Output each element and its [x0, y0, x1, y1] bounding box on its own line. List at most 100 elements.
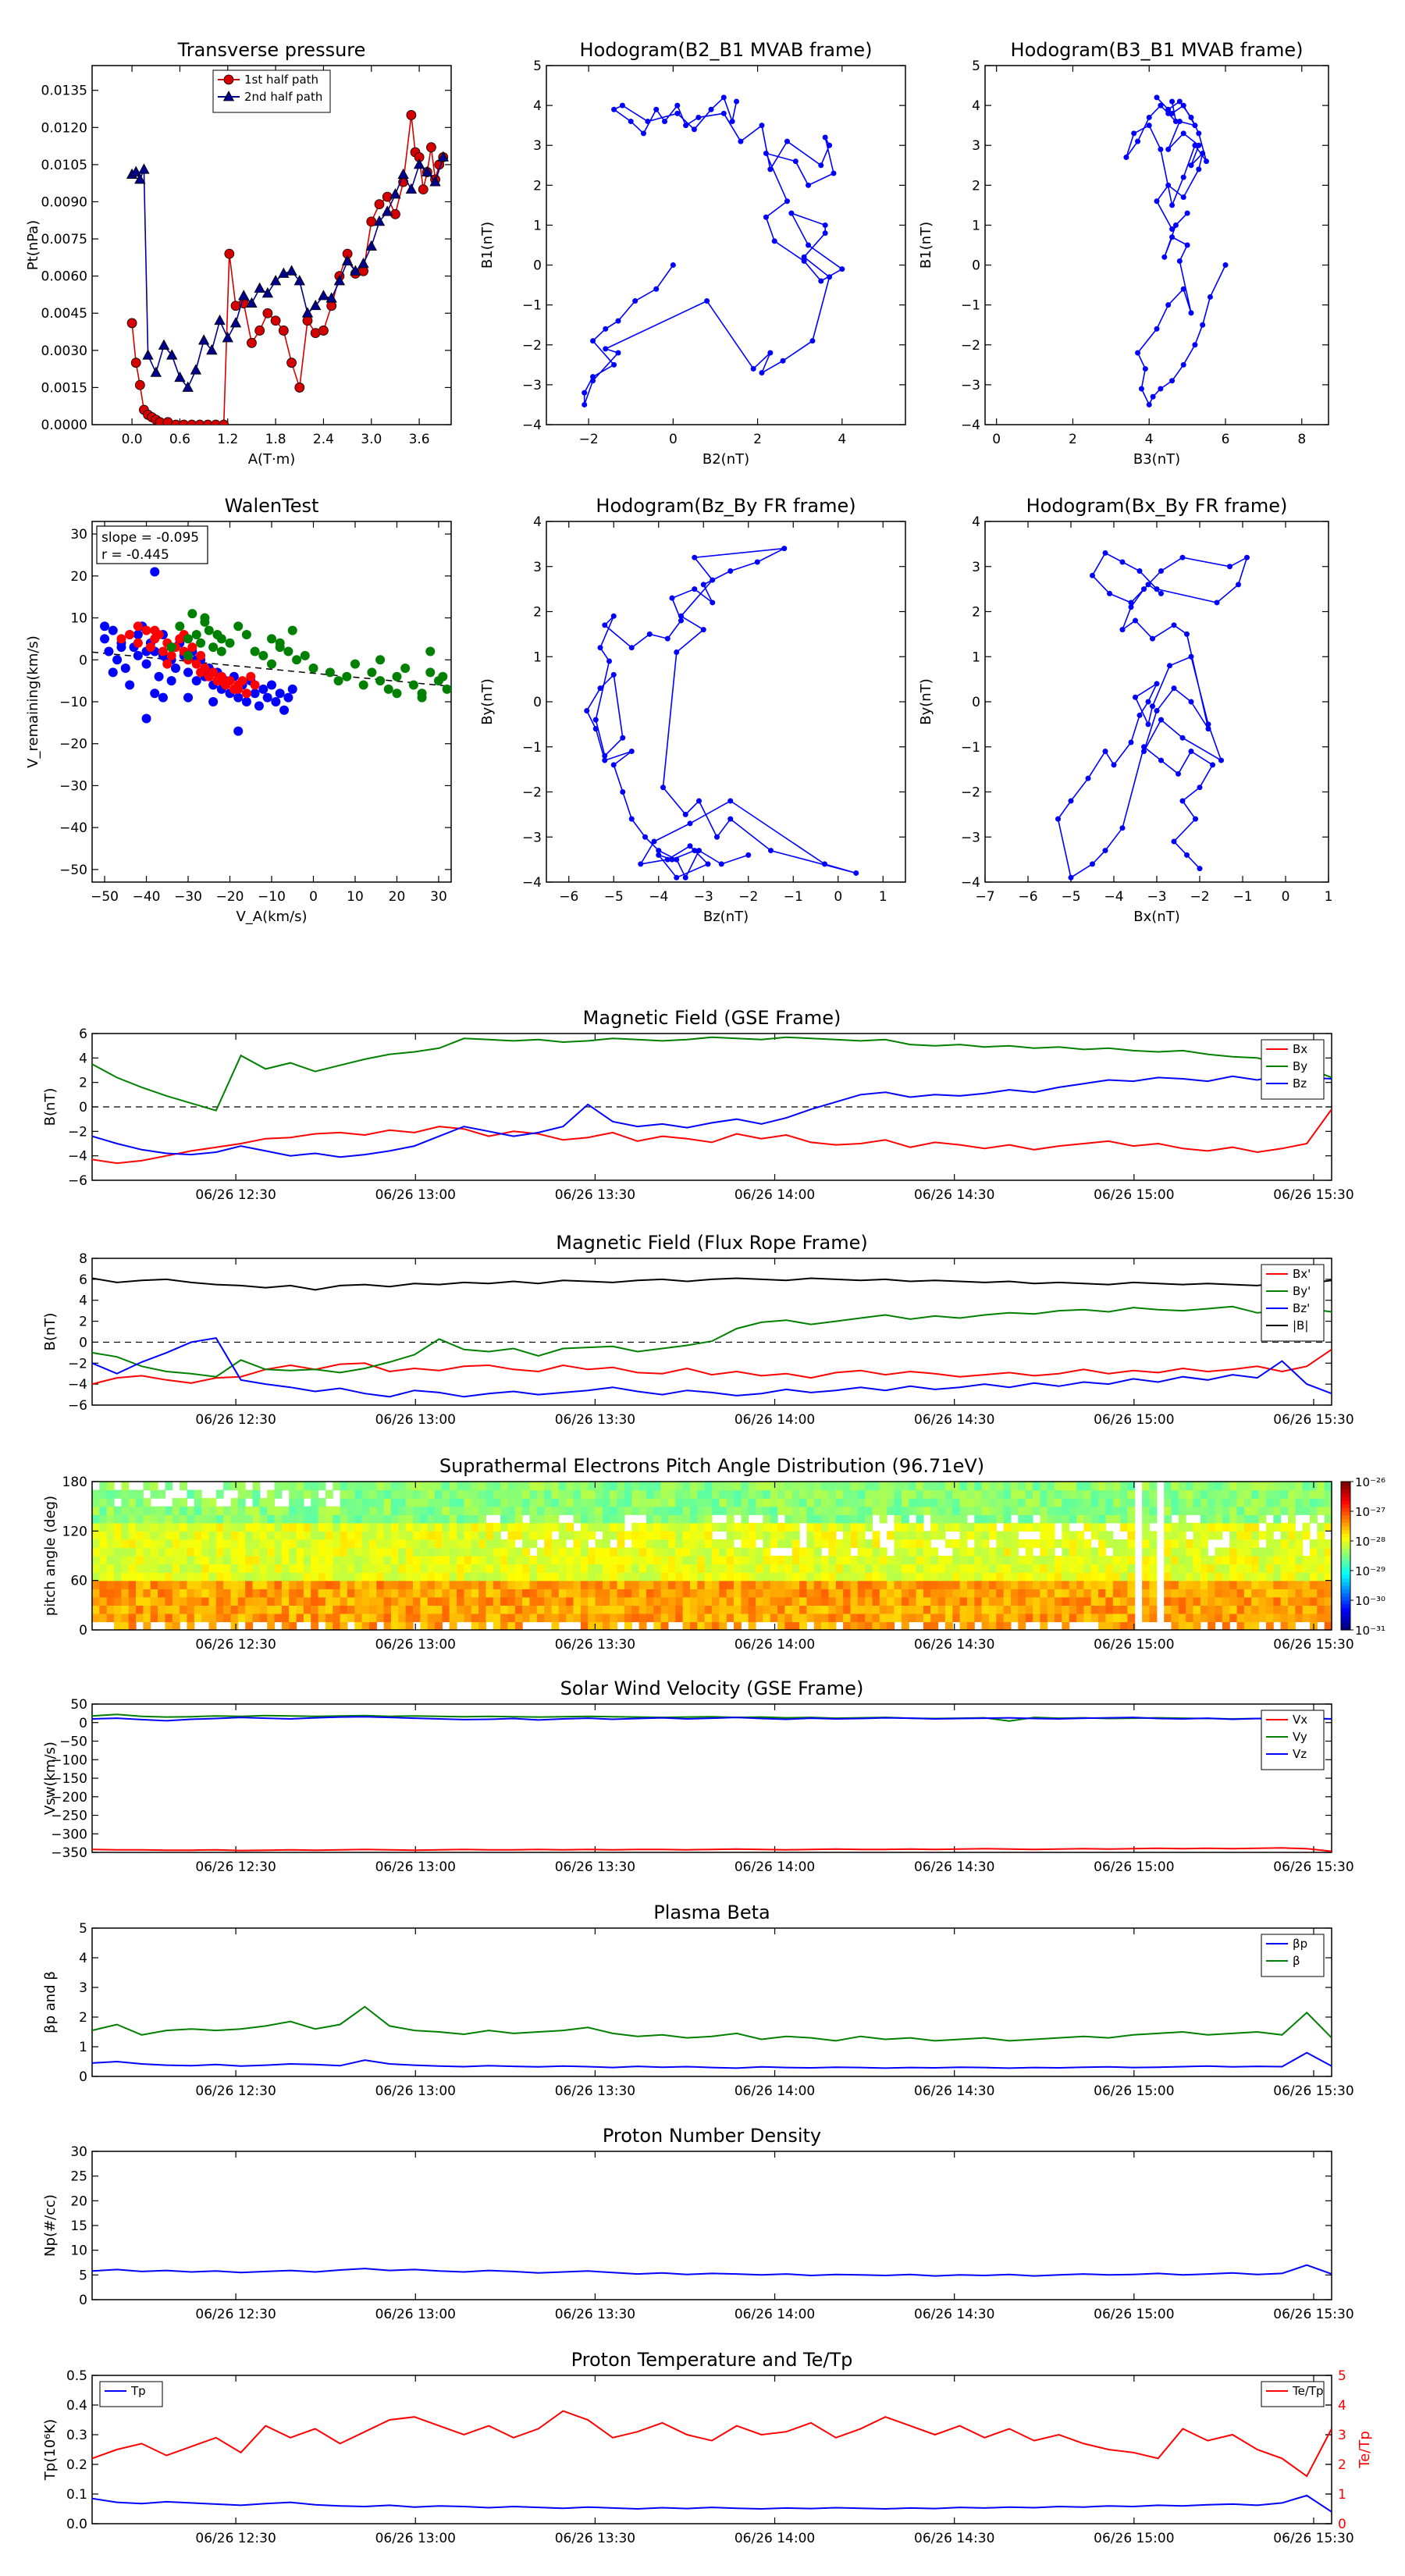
hodogram_b3_b1-series-0-point — [1196, 166, 1202, 173]
electron_pad-cell — [471, 1605, 479, 1614]
electron_pad-cell — [1273, 1539, 1282, 1549]
electron_pad-cell — [660, 1514, 669, 1524]
walen_test-series-1-point — [237, 676, 247, 686]
proton_density-panel: 06/26 12:30 06/26 13:00 06/26 13:30 06/26 1… — [42, 2125, 1354, 2322]
plasma_beta-series-1-line — [92, 2005, 1332, 2042]
electron_pad-cell — [114, 1489, 122, 1499]
electron_pad-cell — [252, 1531, 261, 1540]
electron_pad-cell — [1280, 1572, 1289, 1582]
electron_pad-cell — [514, 1564, 523, 1573]
walen_test-xtick-label: −20 — [216, 889, 244, 905]
electron_pad-cell — [631, 1572, 640, 1582]
hodogram_b3_b1-series-0-point — [1158, 386, 1164, 392]
electron_pad-cell — [1127, 1596, 1136, 1606]
electron_pad-cell — [617, 1613, 625, 1623]
electron_pad-cell — [1040, 1564, 1048, 1573]
electron_pad-cell — [99, 1564, 108, 1573]
electron_pad-cell — [1142, 1572, 1150, 1582]
electron_pad-cell — [136, 1531, 144, 1540]
electron_pad-cell — [1208, 1605, 1216, 1614]
hodogram_bx_by-title: Hodogram(Bx_By FR frame) — [1026, 495, 1288, 517]
electron_pad-cell — [281, 1539, 290, 1549]
electron_pad-cell — [1011, 1589, 1019, 1598]
electron_pad-cell — [194, 1572, 202, 1582]
electron_pad-cell — [1127, 1589, 1136, 1598]
electron_pad-cell — [959, 1498, 968, 1507]
hodogram_bz_by-series-0-point — [710, 577, 716, 583]
hodogram_bx_by-series-0-point — [1102, 550, 1108, 556]
electron_pad-cell — [1120, 1547, 1128, 1557]
electron_pad-cell — [1302, 1498, 1311, 1507]
hodogram_bx_by-series-0-point — [1102, 848, 1108, 854]
electron_pad-cell — [617, 1596, 625, 1606]
hodogram_bx_by-series-0-point — [1107, 590, 1112, 596]
electron_pad-cell — [799, 1547, 807, 1557]
electron_pad-cell — [99, 1580, 108, 1589]
electron_pad-cell — [690, 1539, 698, 1549]
hodogram_bz_by-xtick-label: −6 — [559, 889, 578, 905]
hodogram_b3_b1-title: Hodogram(B3_B1 MVAB frame) — [1011, 39, 1304, 61]
electron_pad-cell — [1236, 1556, 1245, 1565]
electron_pad-cell — [952, 1564, 961, 1573]
electron_pad-cell — [237, 1498, 246, 1507]
electron_pad-cell — [566, 1596, 574, 1606]
electron_pad-cell — [376, 1506, 385, 1515]
electron_pad-cell — [1112, 1564, 1121, 1573]
electron_pad-cell — [558, 1596, 567, 1606]
electron_pad-cell — [617, 1498, 625, 1507]
walen_test-xtick-label: 10 — [347, 889, 364, 905]
electron_pad-cell — [369, 1514, 377, 1524]
hodogram_b2_b1-ytick-label: −3 — [522, 378, 542, 393]
electron_pad-cell — [580, 1506, 589, 1515]
electron_pad-cell — [1280, 1613, 1289, 1623]
electron_pad-cell — [376, 1498, 385, 1507]
electron_pad-cell — [544, 1605, 553, 1614]
electron_pad-cell — [1090, 1564, 1099, 1573]
electron_pad-cell — [1098, 1489, 1106, 1499]
electron_pad-cell — [602, 1596, 610, 1606]
electron_pad-cell — [1127, 1514, 1136, 1524]
electron_pad-cell — [354, 1556, 363, 1565]
electron_pad-cell — [230, 1506, 239, 1515]
electron_pad-cell — [165, 1613, 173, 1623]
electron_pad-cell — [937, 1605, 946, 1614]
electron_pad-cell — [734, 1522, 742, 1532]
electron_pad-cell — [420, 1613, 429, 1623]
electron_pad-cell — [741, 1605, 749, 1614]
electron_pad-cell — [704, 1572, 713, 1582]
electron_pad-cell — [1236, 1613, 1245, 1623]
electron_pad-cell — [281, 1514, 290, 1524]
electron_pad-cell — [712, 1605, 720, 1614]
electron_pad-cell — [215, 1489, 224, 1499]
electron_pad-cell — [536, 1605, 545, 1614]
electron_pad-cell — [974, 1489, 983, 1499]
electron_pad-cell — [558, 1572, 567, 1582]
hodogram_b2_b1-series-0-point — [750, 365, 756, 372]
electron_pad-cell — [1200, 1572, 1208, 1582]
electron_pad-cell — [865, 1522, 873, 1532]
electron_pad-time-tick-label: 06/26 14:30 — [914, 1637, 994, 1653]
walen_test-series-1-point — [250, 680, 260, 690]
solar_wind_velocity-ylabel: Vsw(km/s) — [42, 1742, 59, 1815]
electron_pad-cell — [712, 1589, 720, 1598]
hodogram_b3_b1-series-0-point — [1161, 254, 1168, 260]
electron_pad-cell — [1265, 1482, 1274, 1491]
electron_pad-cell — [1265, 1613, 1274, 1623]
electron_pad-cell — [813, 1564, 822, 1573]
electron_pad-cell — [405, 1580, 414, 1589]
electron_pad-cell — [172, 1613, 180, 1623]
electron_pad-cell — [1258, 1556, 1267, 1565]
hodogram_b3_b1-series-0-point — [1158, 146, 1164, 152]
electron_pad-cell — [748, 1531, 756, 1540]
hodogram_b2_b1-xtick-label: 2 — [753, 432, 762, 447]
electron_pad-cell — [391, 1605, 399, 1614]
electron_pad-cell — [121, 1522, 130, 1532]
electron_pad-cell — [675, 1539, 684, 1549]
electron_pad-cell — [99, 1522, 108, 1532]
electron_pad-cell — [653, 1613, 662, 1623]
electron_pad-cell — [638, 1564, 647, 1573]
electron_pad-cell — [660, 1621, 669, 1630]
hodogram_bx_by-series-0-point — [1197, 785, 1203, 791]
electron_pad-cell — [1105, 1596, 1114, 1606]
electron_pad-cell — [237, 1522, 246, 1532]
